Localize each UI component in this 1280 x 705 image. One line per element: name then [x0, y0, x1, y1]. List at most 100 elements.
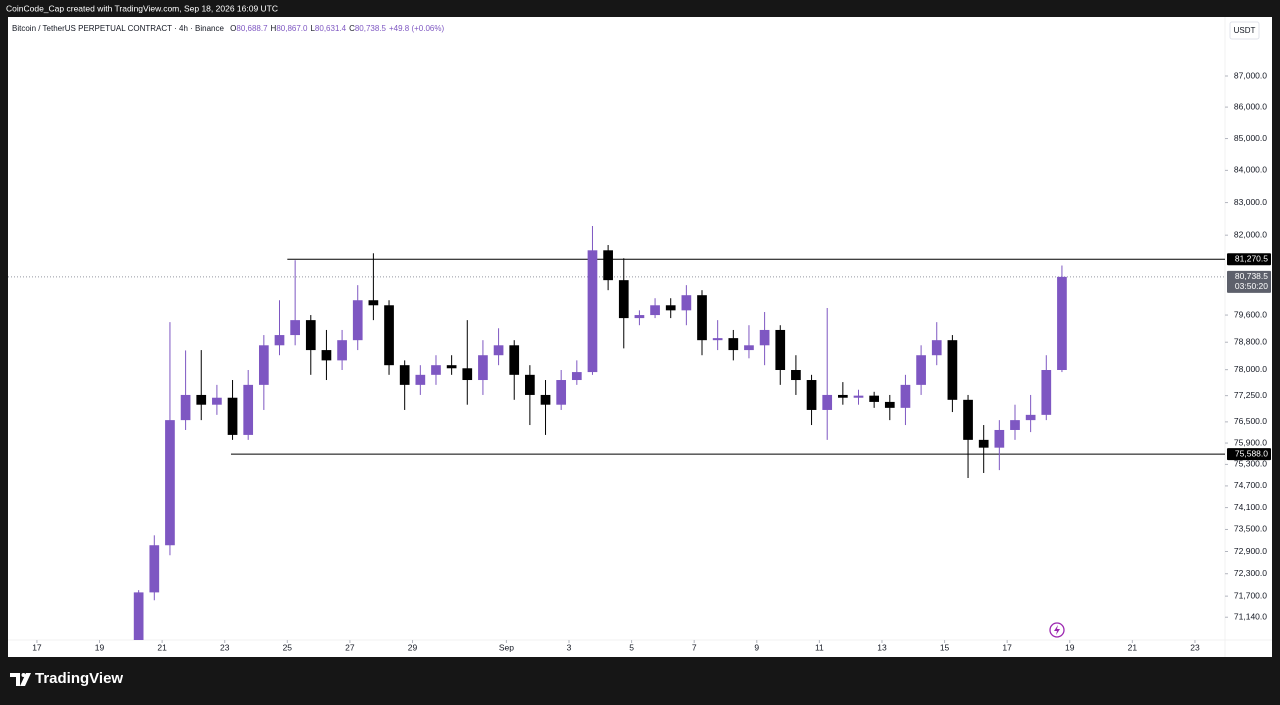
legend-value: 80,631.4: [315, 24, 347, 33]
countdown-label: 03:50:20: [1235, 281, 1268, 291]
x-tick-label: 15: [940, 642, 950, 652]
y-tick-label: 85,000.0: [1234, 133, 1267, 143]
candle-body: [305, 320, 316, 351]
y-tick-label: 72,300.0: [1234, 568, 1267, 578]
y-tick-label: 75,300.0: [1234, 459, 1267, 469]
candle-body: [681, 295, 692, 311]
candle-body: [525, 374, 535, 395]
x-tick-label: 7: [692, 642, 697, 652]
y-tick-label: 79,600.0: [1234, 309, 1267, 319]
candle-body: [290, 320, 300, 336]
x-tick-label: 21: [1128, 642, 1138, 652]
candle-body: [884, 401, 895, 408]
candle-body: [415, 374, 426, 385]
candle-body: [431, 365, 441, 375]
legend-key: C: [349, 24, 355, 33]
candle-body: [212, 397, 222, 405]
candle-body: [571, 372, 582, 381]
candle-body: [963, 399, 973, 440]
y-tick-label: 74,700.0: [1234, 480, 1267, 490]
legend-change: +49.8 (+0.06%): [389, 24, 444, 33]
candle-body: [180, 394, 191, 421]
candle-body: [900, 384, 911, 408]
candle-body: [634, 315, 645, 319]
x-tick-label: 23: [1190, 642, 1200, 652]
x-tick-label: 27: [345, 642, 355, 652]
x-tick-label: 17: [32, 642, 42, 652]
candle-body: [1025, 414, 1036, 421]
candle-body: [665, 305, 676, 311]
axes: 87,000.0 86,000.0 85,000.0 84,000.0 83,000.0…: [32, 70, 1271, 652]
x-tick-label: 23: [220, 642, 230, 652]
candle-body: [243, 384, 254, 435]
y-tick-label: 71,140.0: [1234, 611, 1267, 621]
currency-label: USDT: [1234, 26, 1256, 35]
legend-value: 80,688.7: [236, 24, 268, 33]
candle-body: [384, 305, 394, 366]
legend-key: O: [230, 24, 236, 33]
legend-symbol: Bitcoin / TetherUS PERPETUAL CONTRACT · …: [12, 24, 224, 33]
y-tick-label: 82,000.0: [1234, 229, 1267, 239]
candle-body: [478, 355, 488, 381]
legend-value: 80,867.0: [276, 24, 308, 33]
legend-value: 80,738.5: [355, 24, 387, 33]
candle-body: [509, 345, 520, 375]
chart-area: [8, 17, 1272, 657]
candle-body: [978, 439, 989, 448]
candle-body: [806, 380, 817, 410]
y-tick-label: 83,000.0: [1234, 197, 1267, 207]
candle-body: [853, 395, 864, 398]
x-tick-label: 11: [815, 642, 824, 652]
candle-body: [916, 355, 926, 385]
candle-body: [462, 368, 473, 381]
candle-body: [712, 338, 723, 341]
candle-body: [446, 365, 457, 369]
legend: Bitcoin / TetherUS PERPETUAL CONTRACT · …: [12, 24, 444, 33]
candle-body: [196, 394, 207, 405]
x-tick-label: 13: [877, 642, 887, 652]
candle-body: [133, 592, 144, 640]
y-tick-label: 87,000.0: [1234, 70, 1267, 80]
brand-logo: [10, 673, 31, 686]
last-price-label: 80,738.5: [1235, 271, 1268, 281]
y-tick-label: 73,500.0: [1234, 524, 1267, 534]
currency-button[interactable]: [1229, 21, 1260, 40]
candle-body: [274, 335, 285, 346]
candle-body: [650, 305, 660, 316]
candle-body: [603, 250, 613, 281]
candle-body: [399, 365, 410, 385]
level-label: 75,588.0: [1235, 448, 1268, 458]
candle-body: [744, 345, 754, 351]
attribution: CoinCode_Cap created with TradingView.co…: [6, 3, 278, 13]
legend-key: L: [310, 24, 315, 33]
y-tick-label: 78,000.0: [1234, 364, 1267, 374]
level-label-box: [1227, 253, 1271, 266]
y-tick-label: 74,100.0: [1234, 502, 1267, 512]
y-tick-label: 75,900.0: [1234, 437, 1267, 447]
y-tick-label: 78,800.0: [1234, 336, 1267, 346]
x-tick-label: 19: [95, 642, 105, 652]
candle-body: [1057, 276, 1067, 371]
x-tick-label: 25: [283, 642, 293, 652]
candle-body: [759, 329, 770, 346]
candle-body: [1041, 370, 1052, 415]
y-tick-label: 76,500.0: [1234, 416, 1267, 426]
x-tick-label: 9: [754, 642, 759, 652]
x-tick-label: Sep: [499, 642, 514, 652]
level-label: 81,270.5: [1235, 253, 1268, 263]
candle-body: [775, 329, 786, 371]
candle-body: [556, 380, 567, 405]
x-tick-label: 3: [567, 642, 572, 652]
alert-icon[interactable]: [1049, 622, 1065, 638]
candle-body: [321, 350, 332, 361]
candle-body: [258, 345, 269, 385]
y-tick-label: 86,000.0: [1234, 101, 1267, 111]
candle-body: [540, 394, 551, 405]
candle-body: [822, 394, 833, 410]
candle-body: [869, 395, 880, 402]
y-tick-label: 71,700.0: [1234, 590, 1267, 600]
x-tick-label: 19: [1065, 642, 1075, 652]
candle-body: [618, 280, 629, 319]
